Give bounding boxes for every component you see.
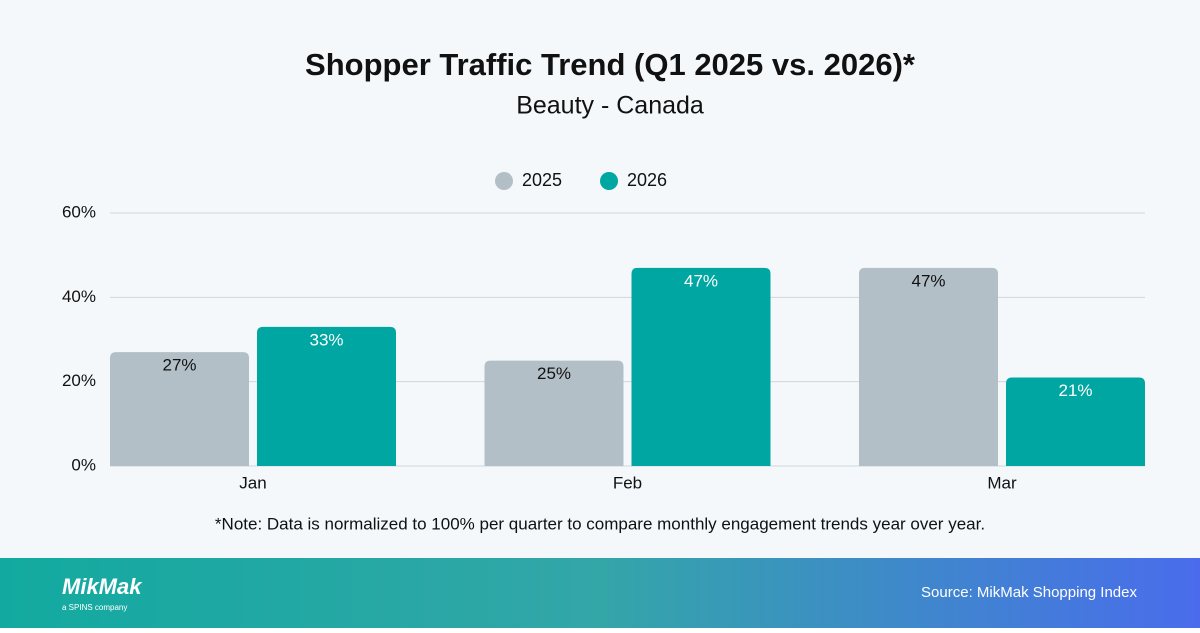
value-label: 47% [911,271,945,290]
y-tick-label: 60% [62,202,96,221]
y-tick-label: 20% [62,371,96,390]
value-label: 25% [537,364,571,383]
value-label: 27% [162,356,196,375]
bar [110,352,249,466]
y-tick-label: 40% [62,287,96,306]
y-tick-label: 0% [71,455,96,474]
logo-sub: a SPINS company [62,603,127,612]
bar [631,267,771,466]
bar [484,360,624,466]
x-tick-label: Mar [987,473,1017,492]
note: *Note: Data is normalized to 100% per qu… [215,514,985,533]
value-label: 47% [684,271,718,290]
value-label: 21% [1058,381,1092,400]
legend-label: 2026 [627,170,667,190]
logo: MikMak [62,574,143,599]
legend-swatch [495,172,513,190]
value-label: 33% [309,330,343,349]
x-tick-label: Jan [239,473,266,492]
source: Source: MikMak Shopping Index [921,584,1137,601]
x-tick-label: Feb [613,473,642,492]
bar [859,267,998,466]
chart-title: Shopper Traffic Trend (Q1 2025 vs. 2026)… [305,47,916,82]
footer-band [0,558,1200,628]
legend-label: 2025 [522,170,562,190]
bar [1006,377,1145,466]
chart-subtitle: Beauty - Canada [516,92,704,120]
legend-swatch [600,172,618,190]
bar [257,326,396,466]
